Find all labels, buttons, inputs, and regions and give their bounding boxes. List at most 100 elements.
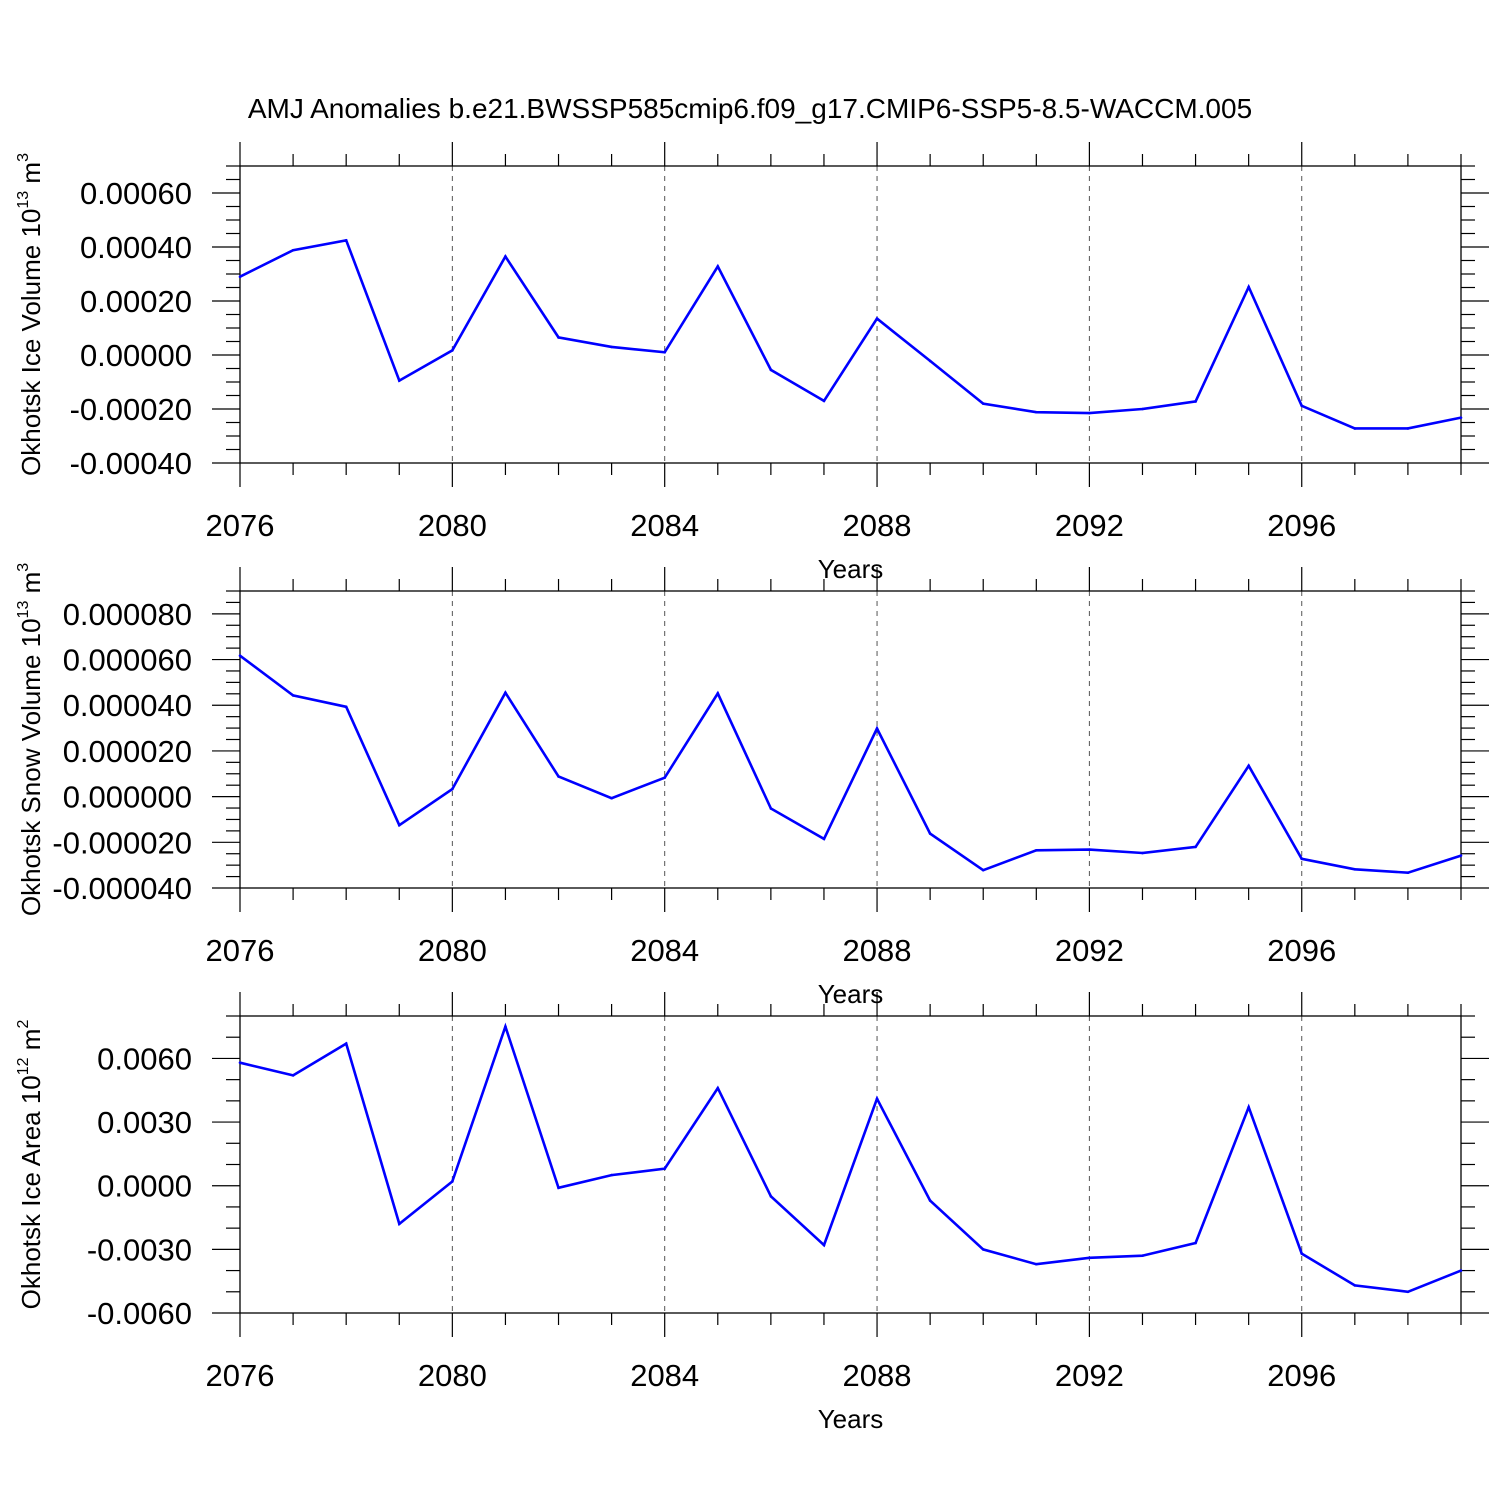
snow-volume-data-point xyxy=(1247,764,1250,768)
ice-area-data-point xyxy=(238,1061,242,1064)
snow-volume-grid xyxy=(451,591,1303,888)
ice-volume-data-point xyxy=(1035,410,1038,414)
ice-volume-data-point xyxy=(716,265,720,268)
ice-area-data-point xyxy=(1247,1105,1250,1109)
ice-volume-data-point xyxy=(1194,400,1197,403)
ice-volume-data-point xyxy=(1300,404,1304,408)
snow-volume-y-axis-label-unit: m xyxy=(16,572,46,601)
snow-volume-data-point xyxy=(344,705,348,709)
ice-area-y-axis-label-text: Okhotsk Ice Area 10 xyxy=(16,1075,46,1309)
snow-volume-y-tick-label: 0.000020 xyxy=(63,734,192,769)
ice-area-data-point xyxy=(822,1243,826,1247)
ice-volume-data-points xyxy=(238,238,1463,430)
snow-volume-x-tick-label: 2092 xyxy=(1055,933,1124,968)
ice-area-y-tick-label: -0.0030 xyxy=(87,1232,192,1267)
snow-volume-y-tick-label: -0.000040 xyxy=(52,871,192,906)
snow-volume-x-tick-label: 2084 xyxy=(630,933,699,968)
snow-volume-y-axis-label: Okhotsk Snow Volume 1013 m3 xyxy=(15,563,46,916)
ice-volume-x-tick-label: 2088 xyxy=(843,508,912,543)
ice-volume-x-tick-label: 2080 xyxy=(418,508,487,543)
ice-volume-data-point xyxy=(557,336,560,339)
ice-volume-series-line xyxy=(239,238,1462,430)
ice-volume-data-point xyxy=(1353,427,1357,430)
ice-area-y-axis-label-exponent: 12 xyxy=(15,1057,32,1075)
ice-volume-y-tick-label: 0.00000 xyxy=(80,338,192,373)
snow-volume-x-tick-label: 2076 xyxy=(206,933,275,968)
snow-volume-y-tick-label: 0.000040 xyxy=(63,688,192,723)
ice-volume-plot-frame xyxy=(239,165,1462,464)
snow-volume-y-tick-label: 0.000060 xyxy=(63,643,192,678)
ice-area-data-point xyxy=(451,1180,454,1183)
ice-area-data-point xyxy=(1088,1256,1091,1260)
figure-title: AMJ Anomalies b.e21.BWSSP585cmip6.f09_g1… xyxy=(248,93,1252,124)
ice-area-data-point xyxy=(344,1042,348,1045)
snow-volume-data-point xyxy=(1459,854,1463,857)
snow-volume-data-point xyxy=(875,727,879,730)
ice-area-x-tick-label: 2084 xyxy=(630,1358,699,1393)
ice-volume-data-point xyxy=(344,238,348,242)
snow-volume-data-point xyxy=(1353,867,1357,871)
ice-volume-ticks xyxy=(212,142,1489,487)
ice-area-data-point xyxy=(928,1199,932,1202)
snow-volume-data-point xyxy=(291,694,295,697)
snow-volume-data-point xyxy=(610,796,613,800)
ice-volume-data-point xyxy=(291,248,295,252)
snow-volume-data-point xyxy=(822,837,826,841)
ice-area-y-axis-label-unit: m xyxy=(16,1029,46,1058)
ice-area-data-point xyxy=(1194,1241,1197,1245)
ice-volume-y-tick-label: 0.00040 xyxy=(80,230,192,265)
ice-area-data-point xyxy=(1141,1254,1144,1258)
snow-volume-data-point xyxy=(1406,871,1410,874)
ice-area-x-tick-label: 2080 xyxy=(418,1358,487,1393)
ice-volume-x-axis-label: Years xyxy=(818,554,884,584)
ice-volume-y-tick-label: 0.00020 xyxy=(80,284,192,319)
ice-area-data-point xyxy=(557,1186,560,1190)
ice-area-data-point xyxy=(397,1222,401,1226)
ice-area-data-point xyxy=(769,1195,773,1198)
ice-area-x-tick-labels: 2076 2080 2084 2088 2092 2096 xyxy=(206,1358,1337,1393)
snow-volume-ticks xyxy=(212,567,1489,912)
ice-volume-data-point xyxy=(875,317,879,320)
ice-volume-data-point xyxy=(504,255,507,258)
snow-volume-data-point xyxy=(716,692,720,695)
ice-volume-data-point xyxy=(238,275,242,279)
ice-volume-y-tick-label: -0.00040 xyxy=(70,446,192,481)
snow-volume-y-axis-label-exponent: 13 xyxy=(15,601,32,619)
snow-volume-data-points xyxy=(238,654,1463,874)
snow-volume-data-point xyxy=(928,832,932,835)
snow-volume-x-tick-labels: 2076 2080 2084 2088 2092 2096 xyxy=(206,933,1337,968)
snow-volume-data-point xyxy=(769,807,773,810)
ice-volume-y-axis-label-exponent: 13 xyxy=(15,191,32,209)
ice-area-y-tick-label: 0.0030 xyxy=(97,1105,192,1140)
ice-area-data-point xyxy=(663,1167,666,1171)
ice-volume-x-tick-labels: 2076 2080 2084 2088 2092 2096 xyxy=(206,508,1337,543)
ice-volume-data-point xyxy=(769,368,773,372)
snow-volume-plot-frame xyxy=(239,590,1462,889)
snow-volume-data-point xyxy=(504,691,507,694)
ice-volume-y-tick-label: 0.00060 xyxy=(80,176,192,211)
snow-volume-y-tick-label: 0.000000 xyxy=(63,780,192,815)
ice-area-data-point xyxy=(1353,1284,1357,1287)
ice-area-data-point xyxy=(291,1074,295,1077)
snow-volume-data-point xyxy=(1300,857,1304,861)
snow-volume-data-point xyxy=(1088,848,1091,851)
ice-volume-data-point xyxy=(1459,416,1463,419)
ice-area-y-tick-labels: -0.0060 -0.0030 0.0000 0.0030 0.0060 xyxy=(87,1041,192,1331)
ice-area-grid xyxy=(451,1016,1303,1313)
ice-area-y-axis-label: Okhotsk Ice Area 1012 m2 xyxy=(15,1020,46,1310)
snow-volume-series-line xyxy=(239,654,1462,875)
ice-volume-data-point xyxy=(1141,407,1144,411)
ice-area-x-tick-label: 2096 xyxy=(1267,1358,1336,1393)
ice-area-data-point xyxy=(504,1025,507,1028)
ice-area-x-axis-label: Years xyxy=(818,1404,884,1434)
ice-volume-data-point xyxy=(397,379,401,382)
ice-area-series-line xyxy=(239,1022,1462,1294)
ice-area-data-point xyxy=(1459,1269,1463,1272)
ice-volume-data-point xyxy=(451,349,454,352)
ice-area-x-tick-label: 2088 xyxy=(843,1358,912,1393)
snow-volume-data-point xyxy=(1141,851,1144,855)
ice-volume-panel: -0.00040 -0.00020 0.00000 0.00020 0.00040 0.0… xyxy=(15,142,1489,584)
ice-area-ticks xyxy=(212,992,1489,1337)
ice-area-data-point xyxy=(610,1173,613,1177)
